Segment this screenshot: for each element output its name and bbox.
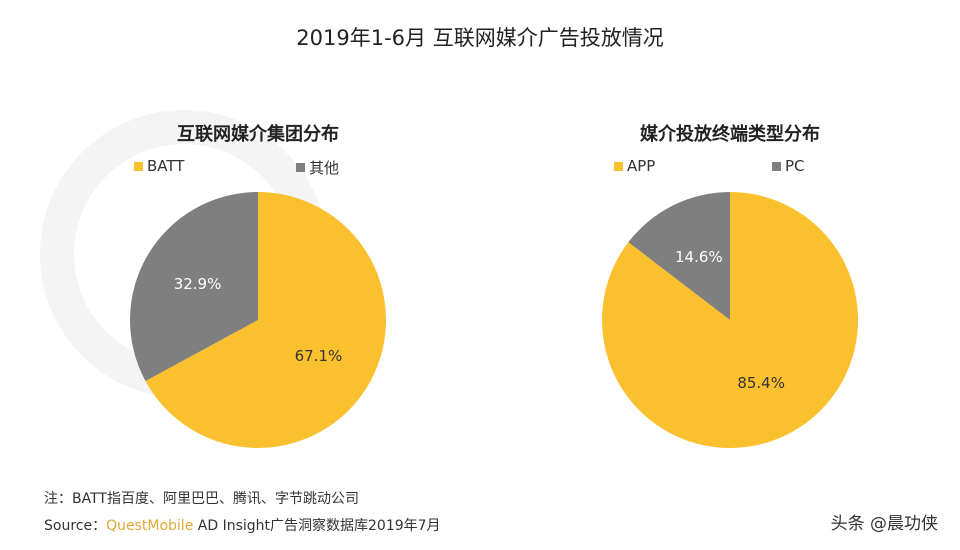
data-label: 14.6%: [675, 248, 723, 266]
legend-item-other: 其他: [296, 157, 339, 178]
chart-title-left: 互联网媒介集团分布: [177, 124, 339, 145]
chart-title-right: 媒介投放终端类型分布: [640, 124, 820, 145]
legend-swatch: [772, 161, 781, 171]
credit: 头条 @晨功侠: [830, 514, 938, 534]
data-label: 85.4%: [737, 374, 785, 392]
source-rest: AD Insight广告洞察数据库2019年7月: [193, 518, 441, 534]
pie-slice-PC: [628, 192, 730, 320]
pie-slice-APP: [601, 192, 858, 448]
page-title: 2019年1-6月 互联网媒介广告投放情况: [296, 26, 664, 50]
legend-item-pc: PC: [772, 157, 805, 175]
source-prefix: Source：: [44, 518, 107, 534]
legend-item-batt: BATT: [134, 157, 184, 175]
legend-swatch: [134, 161, 143, 171]
data-label: 32.9%: [174, 275, 222, 293]
footnote: 注：BATT指百度、阿里巴巴、腾讯、字节跳动公司: [44, 491, 359, 507]
source-brand: QuestMobile: [106, 518, 194, 534]
pie-slice-其他: [129, 192, 258, 381]
legend-swatch: [296, 163, 305, 172]
legend-swatch: [614, 161, 623, 171]
source-line: Source：QuestMobile AD Insight广告洞察数据库2019…: [44, 515, 441, 535]
legend-label: APP: [627, 157, 656, 175]
legend-item-app: APP: [614, 157, 655, 175]
legend-label: PC: [785, 157, 805, 175]
legend-label: 其他: [309, 159, 340, 177]
legend-label: BATT: [147, 157, 185, 175]
pie-slice-BATT: [145, 192, 387, 448]
data-label: 67.1%: [295, 347, 343, 365]
